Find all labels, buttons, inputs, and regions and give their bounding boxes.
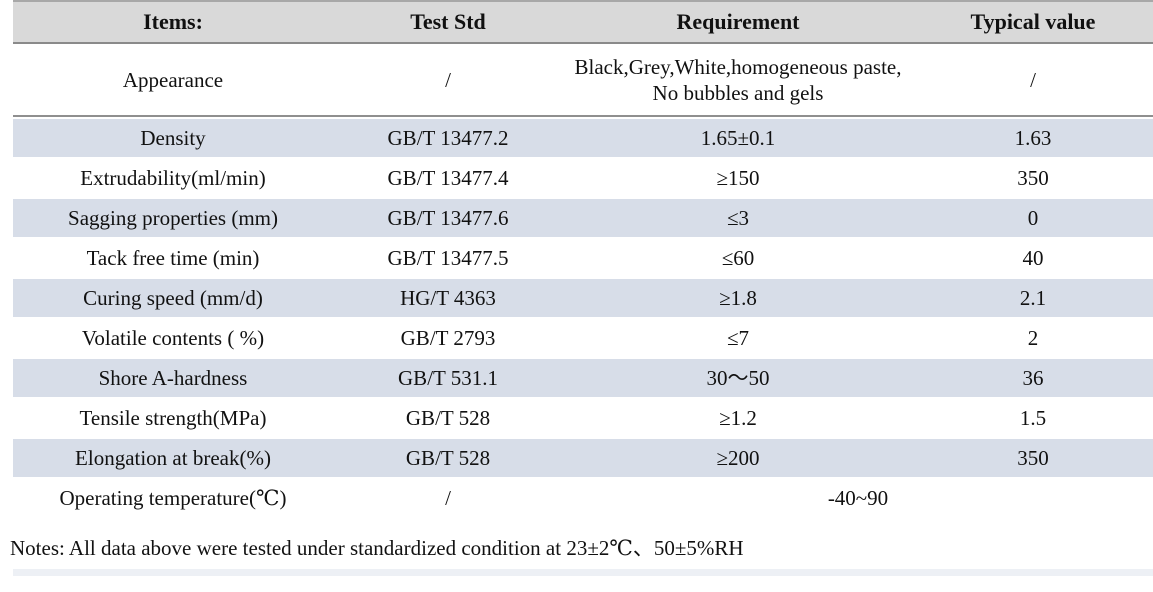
cell-item: Volatile contents ( %) xyxy=(81,326,265,350)
table-row: Tensile strength(MPa) GB/T 528 ≥1.2 1.5 xyxy=(13,397,1153,437)
table-row: Elongation at break(%) GB/T 528 ≥200 350 xyxy=(13,437,1153,477)
cell-requirement: ≥200 xyxy=(716,446,760,470)
table-row: Sagging properties (mm) GB/T 13477.6 ≤3 0 xyxy=(13,197,1153,237)
cell-requirement: ≥1.2 xyxy=(719,406,757,430)
cell-typical-value: 1.63 xyxy=(1014,126,1052,150)
cell-requirement: ≥150 xyxy=(716,166,760,190)
next-row-sliver xyxy=(13,569,1153,576)
cell-requirement: ≤3 xyxy=(726,206,750,230)
table-body: Appearance / Black,Grey,White,homogeneous … xyxy=(13,44,1153,517)
cell-requirement: ≥1.8 xyxy=(719,286,757,310)
table-row: Density GB/T 13477.2 1.65±0.1 1.63 xyxy=(13,117,1153,157)
table-row: Operating temperature(℃) / -40~90 xyxy=(13,477,1153,517)
cell-typical-value: 40 xyxy=(1022,246,1044,270)
cell-item: Shore A-hardness xyxy=(98,366,248,390)
table-row: Tack free time (min) GB/T 13477.5 ≤60 40 xyxy=(13,237,1153,277)
table-row: Shore A-hardness GB/T 531.1 30～50 36 xyxy=(13,357,1153,397)
cell-item: Operating temperature(℃) xyxy=(59,486,287,510)
cell-typical-value: 2 xyxy=(1027,326,1039,350)
cell-item: Tack free time (min) xyxy=(86,246,260,270)
header-test-std: Test Std xyxy=(410,9,486,34)
cell-requirement: ≤7 xyxy=(726,326,750,350)
table-header-row: Items: Test Std Requirement Typical valu… xyxy=(13,2,1153,44)
cell-typical-value: 350 xyxy=(1017,446,1049,470)
cell-test-std: GB/T 13477.6 xyxy=(387,206,509,230)
header-typical-value: Typical value xyxy=(970,9,1096,34)
cell-test-std: GB/T 528 xyxy=(405,406,491,430)
cell-requirement: 1.65±0.1 xyxy=(700,126,776,150)
table-row: Curing speed (mm/d) HG/T 4363 ≥1.8 2.1 xyxy=(13,277,1153,317)
cell-item: Tensile strength(MPa) xyxy=(79,406,267,430)
cell-requirement: ≤60 xyxy=(721,246,755,270)
cell-requirement: 30～50 xyxy=(706,366,770,390)
cell-typical-value: / xyxy=(1030,67,1036,92)
cell-typical-value: 350 xyxy=(1017,166,1049,190)
cell-typical-value: 2.1 xyxy=(1019,286,1047,310)
notes-text: Notes: All data above were tested under … xyxy=(10,536,744,560)
cell-test-std: GB/T 13477.4 xyxy=(387,166,509,190)
spec-table: Items: Test Std Requirement Typical valu… xyxy=(13,0,1153,517)
cell-item: Appearance xyxy=(122,67,224,92)
cell-test-std: GB/T 13477.5 xyxy=(387,246,509,270)
cell-test-std: GB/T 13477.2 xyxy=(387,126,509,150)
cell-requirement: Black,Grey,White,homogeneous paste, No b… xyxy=(574,54,902,105)
cell-test-std: HG/T 4363 xyxy=(400,286,496,310)
cell-test-std: GB/T 528 xyxy=(405,446,491,470)
cell-typical-value: 0 xyxy=(1027,206,1039,230)
cell-test-std: GB/T 2793 xyxy=(400,326,496,350)
cell-item: Extrudability(ml/min) xyxy=(80,166,266,190)
cell-requirement-span: -40~90 xyxy=(827,486,889,510)
cell-typical-value: 36 xyxy=(1022,366,1044,390)
cell-item: Density xyxy=(140,126,206,150)
cell-test-std: / xyxy=(445,486,451,510)
table-row: Extrudability(ml/min) GB/T 13477.4 ≥150 350 xyxy=(13,157,1153,197)
cell-test-std: / xyxy=(445,67,451,92)
table-row: Volatile contents ( %) GB/T 2793 ≤7 2 xyxy=(13,317,1153,357)
cell-item: Curing speed (mm/d) xyxy=(83,286,263,310)
header-requirement: Requirement xyxy=(676,9,800,34)
cell-test-std: GB/T 531.1 xyxy=(398,366,498,390)
cell-item: Elongation at break(%) xyxy=(75,446,271,470)
cell-item: Sagging properties (mm) xyxy=(68,206,278,230)
table-row: Appearance / Black,Grey,White,homogeneous … xyxy=(13,44,1153,117)
header-items: Items: xyxy=(143,9,203,34)
cell-typical-value: 1.5 xyxy=(1019,406,1047,430)
